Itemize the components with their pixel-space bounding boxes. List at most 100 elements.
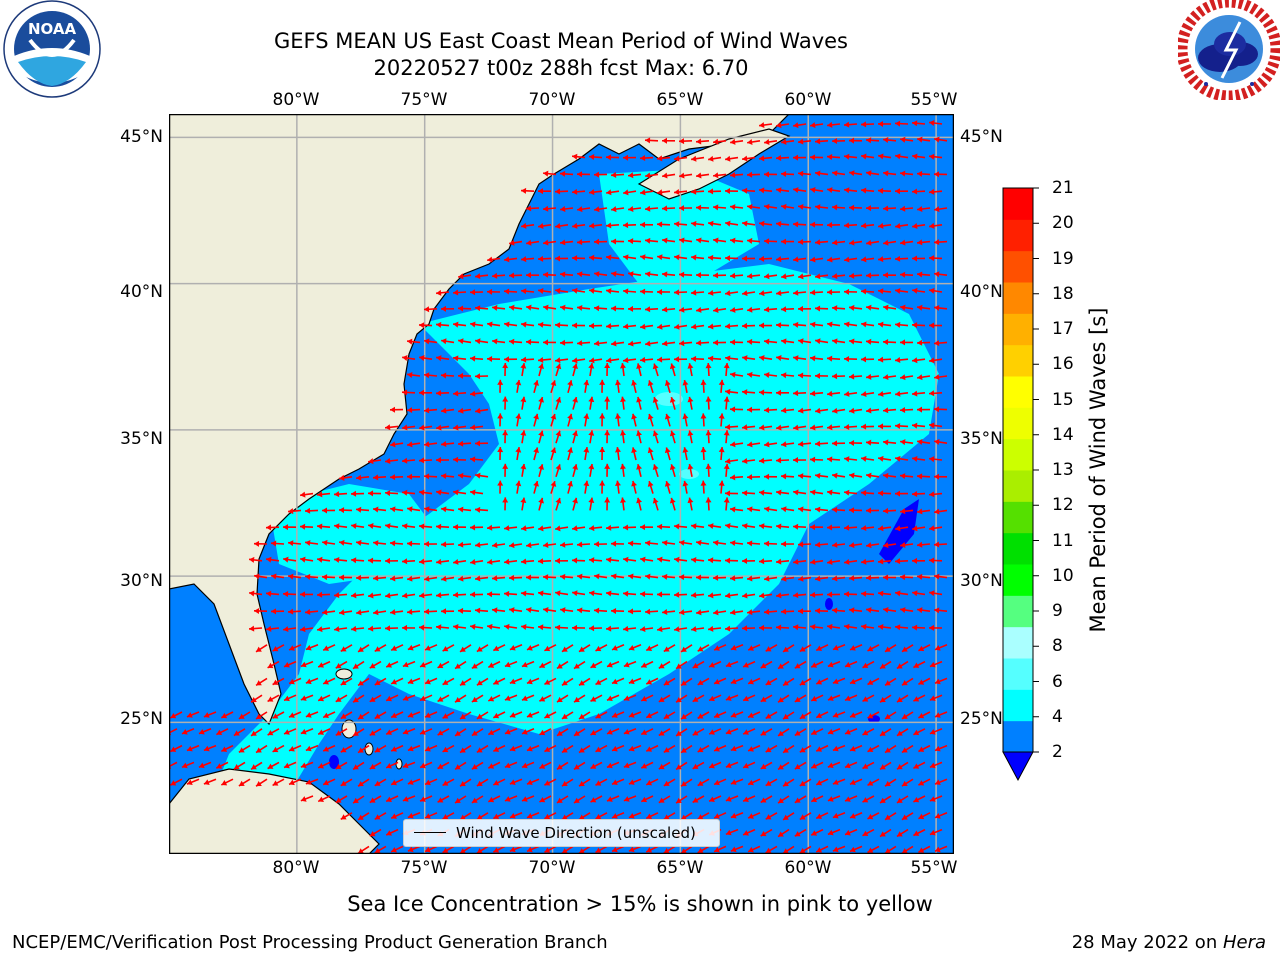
direction-arrow (369, 761, 382, 770)
direction-arrow (741, 557, 756, 564)
direction-arrow (578, 711, 591, 720)
direction-arrow (848, 607, 863, 614)
direction-arrow (933, 406, 948, 413)
direction-arrow (792, 624, 807, 631)
direction-arrow (471, 761, 484, 770)
direction-arrow (725, 458, 739, 465)
direction-arrow (843, 288, 858, 295)
direction-arrow (760, 761, 773, 770)
direction-arrow (352, 660, 365, 670)
colorbar-segment (1003, 501, 1033, 534)
direction-arrow (588, 189, 603, 196)
direction-arrow (799, 778, 812, 787)
direction-arrow (860, 121, 875, 128)
direction-arrow (491, 607, 506, 614)
colorbar-tick-label: 10 (1052, 565, 1074, 586)
direction-arrow (640, 626, 654, 633)
direction-arrow (780, 473, 795, 480)
direction-arrow (640, 728, 654, 736)
direction-arrow (628, 812, 642, 819)
direction-arrow (718, 446, 725, 461)
direction-arrow (713, 307, 727, 313)
direction-arrow (782, 778, 795, 787)
direction-arrow (775, 389, 790, 396)
direction-arrow (877, 356, 892, 363)
direction-arrow (186, 744, 200, 752)
map-plot (169, 114, 954, 854)
direction-arrow (486, 288, 501, 295)
direction-arrow (573, 660, 586, 670)
direction-arrow (844, 761, 858, 769)
direction-arrow (525, 574, 540, 581)
direction-arrow (589, 287, 603, 294)
direction-arrow (742, 660, 756, 668)
direction-arrow (917, 374, 931, 381)
direction-arrow (407, 506, 421, 513)
direction-arrow (437, 761, 450, 770)
wind-wave-direction-arrows (169, 120, 948, 854)
direction-arrow (894, 188, 909, 195)
lon-tick-top: 80°W (272, 90, 320, 110)
direction-arrow (576, 607, 591, 614)
direction-arrow (423, 608, 438, 615)
direction-arrow (623, 660, 637, 668)
direction-arrow (352, 795, 365, 804)
direction-arrow (844, 558, 858, 565)
direction-arrow (746, 338, 761, 345)
direction-arrow (759, 355, 773, 361)
direction-arrow (882, 137, 897, 143)
direction-arrow (487, 558, 501, 565)
direction-arrow (849, 472, 863, 479)
direction-arrow (647, 447, 654, 461)
direction-arrow (572, 464, 578, 478)
lat-tick-left: 45°N (120, 127, 163, 147)
direction-arrow (389, 474, 404, 481)
colorbar-extend-triangle (1002, 751, 1034, 782)
direction-arrow (775, 558, 790, 565)
direction-arrow (729, 204, 744, 211)
direction-arrow (452, 390, 467, 397)
period-below-2-patch (879, 499, 919, 564)
direction-arrow (457, 506, 472, 513)
direction-arrow (593, 541, 608, 548)
direction-arrow (636, 396, 643, 410)
direction-arrow (555, 464, 562, 478)
colorbar-segment (1003, 595, 1033, 628)
direction-arrow (741, 389, 756, 396)
direction-arrow (578, 778, 591, 787)
direction-arrow (673, 523, 688, 530)
direction-arrow (780, 372, 795, 379)
direction-arrow (628, 711, 642, 718)
direction-arrow (844, 623, 858, 630)
direction-arrow (515, 413, 522, 427)
direction-arrow (384, 424, 399, 431)
direction-arrow (526, 239, 540, 246)
direction-arrow (567, 480, 573, 494)
direction-arrow (339, 474, 353, 481)
direction-arrow (724, 188, 739, 195)
direction-arrow (680, 812, 693, 821)
direction-arrow (419, 424, 433, 431)
direction-arrow (441, 575, 455, 582)
direction-arrow (760, 795, 773, 804)
direction-arrow (860, 288, 875, 295)
direction-arrow (831, 440, 846, 447)
direction-arrow (758, 457, 773, 464)
direction-arrow (912, 223, 926, 229)
direction-arrow (639, 155, 654, 162)
colorbar-segment (1003, 532, 1033, 565)
direction-arrow (827, 321, 841, 328)
direction-arrow (917, 304, 931, 311)
direction-arrow (554, 624, 569, 631)
direction-arrow (255, 778, 268, 787)
direction-arrow (542, 170, 557, 177)
direction-arrow (860, 590, 875, 597)
lon-tick-bottom: 65°W (656, 858, 704, 878)
direction-arrow (725, 220, 739, 227)
direction-arrow (827, 559, 841, 565)
direction-arrow (794, 795, 807, 804)
direction-arrow (797, 372, 812, 379)
direction-arrow (401, 389, 416, 396)
direction-arrow (459, 744, 472, 754)
direction-arrow (418, 457, 433, 464)
